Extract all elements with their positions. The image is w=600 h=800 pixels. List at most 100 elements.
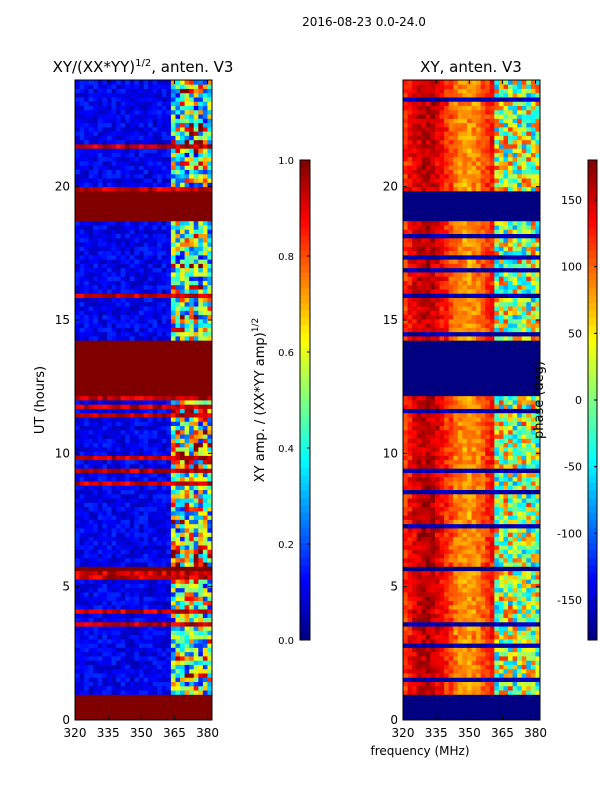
amplitude-colorbar-gradient bbox=[300, 160, 310, 641]
heatmap-cell bbox=[93, 481, 99, 486]
heatmap-cell bbox=[84, 481, 90, 486]
heatmap-cell bbox=[138, 489, 144, 495]
heatmap-cell bbox=[111, 276, 117, 281]
heatmap-cell bbox=[180, 323, 185, 328]
heatmap-cell bbox=[111, 545, 117, 550]
heatmap-cell bbox=[166, 481, 172, 486]
heatmap-cell bbox=[138, 370, 144, 375]
heatmap-cell bbox=[193, 250, 199, 256]
heatmap-cell bbox=[161, 101, 167, 106]
heatmap-cell bbox=[207, 370, 213, 375]
heatmap-cell bbox=[161, 404, 167, 409]
heatmap-cell bbox=[84, 464, 90, 469]
heatmap-cell bbox=[202, 246, 208, 252]
heatmap-cell bbox=[75, 528, 80, 533]
heatmap-cell bbox=[106, 557, 112, 563]
heatmap-cell bbox=[198, 259, 204, 264]
heatmap-cell bbox=[129, 442, 135, 448]
heatmap-cell bbox=[143, 105, 149, 111]
heatmap-cell bbox=[202, 476, 208, 482]
heatmap-cell bbox=[157, 412, 163, 418]
heatmap-cell bbox=[202, 707, 208, 712]
heatmap-cell bbox=[184, 528, 190, 533]
heatmap-cell bbox=[170, 284, 176, 290]
heatmap-cell bbox=[138, 634, 144, 640]
heatmap-cell bbox=[102, 387, 108, 392]
heatmap-cell bbox=[175, 660, 181, 665]
heatmap-cell bbox=[106, 280, 112, 286]
heatmap-cell bbox=[184, 395, 190, 401]
heatmap-cell bbox=[180, 468, 185, 473]
heatmap-cell bbox=[111, 690, 117, 695]
heatmap-cell bbox=[170, 314, 176, 320]
heatmap-cell bbox=[116, 579, 122, 584]
heatmap-cell bbox=[75, 357, 80, 362]
heatmap-cell bbox=[207, 455, 213, 461]
heatmap-cell bbox=[134, 374, 140, 380]
heatmap-cell bbox=[138, 310, 144, 316]
heatmap-cell bbox=[75, 225, 80, 230]
heatmap-cell bbox=[189, 553, 195, 559]
heatmap-cell bbox=[111, 656, 117, 661]
heatmap-cell bbox=[157, 216, 163, 222]
heatmap-cell bbox=[111, 604, 117, 610]
heatmap-cell bbox=[134, 553, 140, 559]
heatmap-cell bbox=[180, 519, 185, 525]
heatmap-cell bbox=[161, 84, 167, 89]
heatmap-cell bbox=[189, 135, 195, 141]
heatmap-cell bbox=[84, 182, 90, 188]
heatmap-cell bbox=[116, 284, 122, 290]
heatmap-cell bbox=[189, 711, 195, 717]
heatmap-cell bbox=[157, 237, 163, 243]
heatmap-cell bbox=[143, 344, 149, 350]
heatmap-cell bbox=[88, 677, 94, 682]
heatmap-cell bbox=[111, 314, 117, 320]
heatmap-cell bbox=[535, 707, 541, 712]
heatmap-cell bbox=[134, 643, 140, 648]
heatmap-cell bbox=[193, 557, 199, 563]
heatmap-cell bbox=[97, 148, 103, 153]
heatmap-cell bbox=[189, 382, 195, 388]
heatmap-cell bbox=[111, 267, 117, 273]
heatmap-cell bbox=[125, 353, 131, 358]
heatmap-cell bbox=[157, 498, 163, 503]
heatmap-cell bbox=[134, 574, 140, 580]
heatmap-cell bbox=[129, 425, 135, 431]
heatmap-cell bbox=[148, 250, 154, 256]
heatmap-cell bbox=[97, 365, 103, 371]
heatmap-cell bbox=[152, 122, 158, 128]
heatmap-cell bbox=[157, 429, 163, 435]
heatmap-cell bbox=[161, 579, 167, 584]
heatmap-cell bbox=[97, 229, 103, 234]
heatmap-cell bbox=[161, 254, 167, 260]
heatmap-cell bbox=[166, 434, 172, 439]
heatmap-cell bbox=[207, 92, 213, 98]
heatmap-cell bbox=[134, 276, 140, 281]
heatmap-cell bbox=[106, 220, 112, 226]
heatmap-cell bbox=[111, 144, 117, 149]
heatmap-cell bbox=[134, 272, 140, 277]
heatmap-cell bbox=[106, 173, 112, 179]
heatmap-cell bbox=[102, 664, 108, 670]
x-tick-label: 350 bbox=[130, 726, 153, 740]
heatmap-cell bbox=[93, 212, 99, 217]
heatmap-cell bbox=[102, 702, 108, 708]
heatmap-cell bbox=[88, 229, 94, 234]
heatmap-cell bbox=[166, 344, 172, 350]
heatmap-cell bbox=[116, 301, 122, 307]
heatmap-cell bbox=[148, 395, 154, 401]
heatmap-cell bbox=[102, 711, 108, 717]
heatmap-cell bbox=[93, 493, 99, 499]
heatmap-cell bbox=[175, 348, 181, 354]
heatmap-cell bbox=[184, 246, 190, 252]
heatmap-cell bbox=[84, 459, 90, 465]
heatmap-cell bbox=[79, 109, 85, 115]
heatmap-cell bbox=[161, 455, 167, 461]
heatmap-cell bbox=[79, 156, 85, 162]
heatmap-cell bbox=[116, 148, 122, 153]
heatmap-cell bbox=[193, 165, 199, 170]
heatmap-cell bbox=[175, 451, 181, 456]
heatmap-cell bbox=[466, 685, 472, 691]
heatmap-cell bbox=[93, 242, 99, 247]
heatmap-cell bbox=[207, 540, 213, 546]
